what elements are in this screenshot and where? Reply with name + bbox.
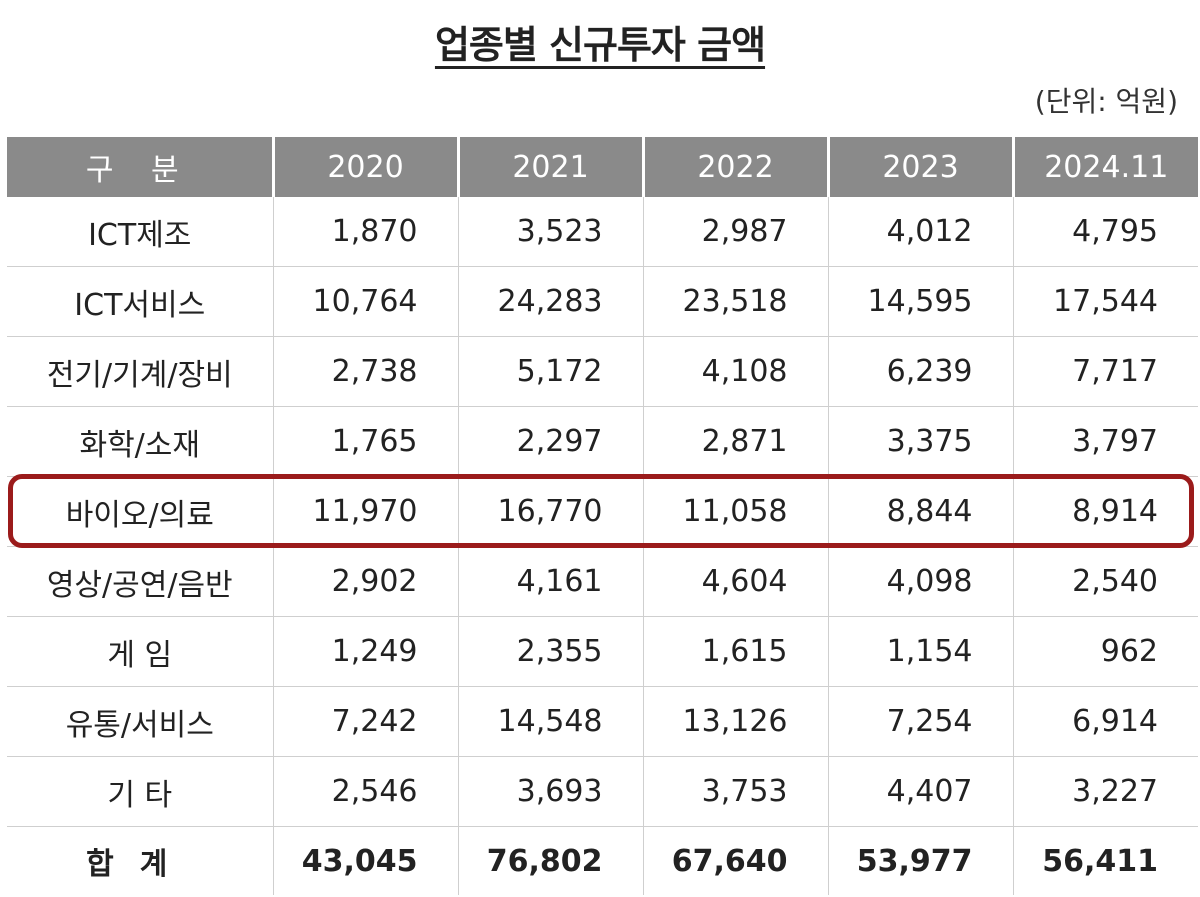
row-value-2024-11: 6,914	[1012, 686, 1198, 757]
row-value-2022: 23,518	[642, 266, 828, 337]
header-category: 구 분	[7, 137, 273, 197]
row-label: 유통/서비스	[7, 686, 273, 757]
row-value-2024-11: 8,914	[1012, 476, 1198, 547]
row-value-2022: 67,640	[642, 826, 828, 895]
header-2021: 2021	[456, 137, 643, 197]
total-row: 합계 43,045 76,802 67,640 53,977 56,411	[7, 826, 1198, 895]
row-value-2023: 6,239	[827, 336, 1013, 407]
row-value-2020: 1,765	[272, 406, 458, 477]
row-label: 바이오/의료	[7, 476, 273, 547]
row-value-2022: 3,753	[642, 756, 828, 827]
row-value-2020: 1,249	[272, 616, 458, 687]
row-value-2021: 5,172	[457, 336, 643, 407]
row-value-2023: 7,254	[827, 686, 1013, 757]
table-row: 유통/서비스 7,242 14,548 13,126 7,254 6,914	[7, 686, 1198, 757]
row-value-2021: 4,161	[457, 546, 643, 617]
row-value-2021: 2,297	[457, 406, 643, 477]
row-value-2021: 3,523	[457, 197, 643, 267]
header-2023: 2023	[826, 137, 1013, 197]
row-label: 영상/공연/음반	[7, 546, 273, 617]
row-value-2024-11: 56,411	[1012, 826, 1198, 895]
row-value-2021: 3,693	[457, 756, 643, 827]
investment-table: 구 분 2020 2021 2022 2023 2024.11 ICT제조 1,8…	[7, 137, 1198, 895]
row-value-2022: 2,871	[642, 406, 828, 477]
row-value-2022: 2,987	[642, 197, 828, 267]
row-value-2024-11: 17,544	[1012, 266, 1198, 337]
row-label: 화학/소재	[7, 406, 273, 477]
row-value-2023: 4,098	[827, 546, 1013, 617]
row-value-2021: 76,802	[457, 826, 643, 895]
row-value-2021: 24,283	[457, 266, 643, 337]
row-value-2021: 14,548	[457, 686, 643, 757]
table-row: ICT제조 1,870 3,523 2,987 4,012 4,795	[7, 197, 1198, 267]
row-value-2020: 2,546	[272, 756, 458, 827]
row-value-2022: 4,604	[642, 546, 828, 617]
table-row: 영상/공연/음반 2,902 4,161 4,604 4,098 2,540	[7, 546, 1198, 617]
row-value-2022: 13,126	[642, 686, 828, 757]
table-row: 기 타 2,546 3,693 3,753 4,407 3,227	[7, 756, 1198, 827]
header-2022: 2022	[641, 137, 828, 197]
table-row: 전기/기계/장비 2,738 5,172 4,108 6,239 7,717	[7, 336, 1198, 407]
row-value-2023: 53,977	[827, 826, 1013, 895]
row-value-2024-11: 3,797	[1012, 406, 1198, 477]
row-value-2020: 2,738	[272, 336, 458, 407]
row-value-2024-11: 3,227	[1012, 756, 1198, 827]
table-row: 게 임 1,249 2,355 1,615 1,154 962	[7, 616, 1198, 687]
row-label: 합계	[86, 847, 194, 882]
row-value-2023: 4,407	[827, 756, 1013, 827]
table-row: 화학/소재 1,765 2,297 2,871 3,375 3,797	[7, 406, 1198, 477]
header-2020: 2020	[271, 137, 458, 197]
row-value-2023: 8,844	[827, 476, 1013, 547]
row-value-2022: 1,615	[642, 616, 828, 687]
row-value-2024-11: 4,795	[1012, 197, 1198, 267]
row-value-2023: 3,375	[827, 406, 1013, 477]
row-label: ICT제조	[7, 197, 273, 267]
row-label: 게 임	[7, 616, 273, 687]
row-value-2024-11: 7,717	[1012, 336, 1198, 407]
row-value-2024-11: 962	[1012, 616, 1198, 687]
row-value-2023: 4,012	[827, 197, 1013, 267]
row-value-2020: 43,045	[272, 826, 458, 895]
row-value-2024-11: 2,540	[1012, 546, 1198, 617]
row-value-2023: 14,595	[827, 266, 1013, 337]
row-value-2020: 11,970	[272, 476, 458, 547]
row-value-2023: 1,154	[827, 616, 1013, 687]
row-value-2020: 10,764	[272, 266, 458, 337]
row-label: 기 타	[7, 756, 273, 827]
row-value-2022: 4,108	[642, 336, 828, 407]
page-title: 업종별 신규투자 금액	[0, 14, 1200, 69]
row-value-2020: 7,242	[272, 686, 458, 757]
row-value-2021: 2,355	[457, 616, 643, 687]
title-text: 업종별 신규투자 금액	[434, 23, 766, 67]
row-value-2020: 2,902	[272, 546, 458, 617]
table-row: ICT서비스 10,764 24,283 23,518 14,595 17,544	[7, 266, 1198, 337]
highlight-box-bio-medical	[8, 474, 1194, 548]
row-label: ICT서비스	[7, 266, 273, 337]
row-value-2020: 1,870	[272, 197, 458, 267]
row-value-2022: 11,058	[642, 476, 828, 547]
row-label: 전기/기계/장비	[7, 336, 273, 407]
table-header-row: 구 분 2020 2021 2022 2023 2024.11	[7, 137, 1198, 197]
unit-label: (단위: 억원)	[1034, 85, 1178, 118]
header-2024-11: 2024.11	[1011, 137, 1198, 197]
